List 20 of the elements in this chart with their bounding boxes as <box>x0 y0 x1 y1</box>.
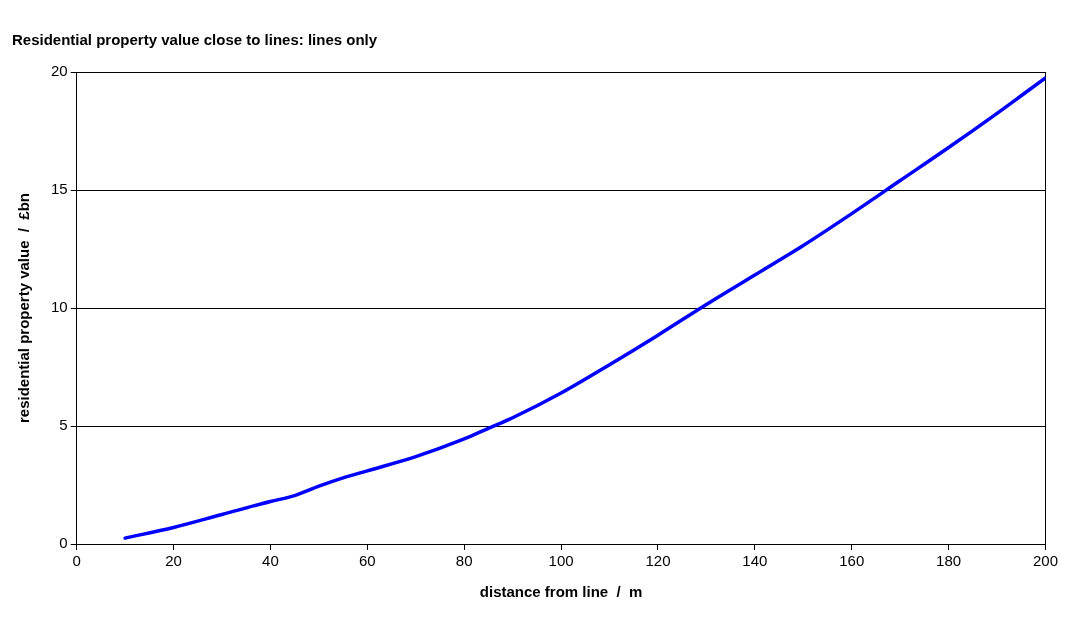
x-tick-label: 20 <box>165 552 182 570</box>
x-tick-label: 60 <box>358 552 376 570</box>
chart-title: Residential property value close to lines: lines only <box>12 31 378 49</box>
y-axis-title: residential property value / £bn <box>15 192 33 424</box>
x-tick-label: 140 <box>742 552 768 570</box>
x-tick-label: 160 <box>839 552 865 570</box>
x-tick-label: 200 <box>1032 552 1058 570</box>
line-series <box>123 76 1046 540</box>
x-tick-label: 0 <box>72 552 81 570</box>
y-tick-label: 0 <box>59 534 68 552</box>
y-tick-label: 20 <box>51 62 68 80</box>
x-tick-label: 80 <box>455 552 473 570</box>
x-axis-title: distance from line / m <box>479 583 643 601</box>
y-tick-label: 15 <box>51 180 68 198</box>
x-tick-label: 40 <box>262 552 279 570</box>
x-tick-label: 180 <box>936 552 962 570</box>
x-tick-label: 120 <box>645 552 671 570</box>
y-tick-label: 5 <box>59 416 68 434</box>
x-tick-label: 100 <box>548 552 574 570</box>
y-tick-label: 10 <box>51 298 68 316</box>
